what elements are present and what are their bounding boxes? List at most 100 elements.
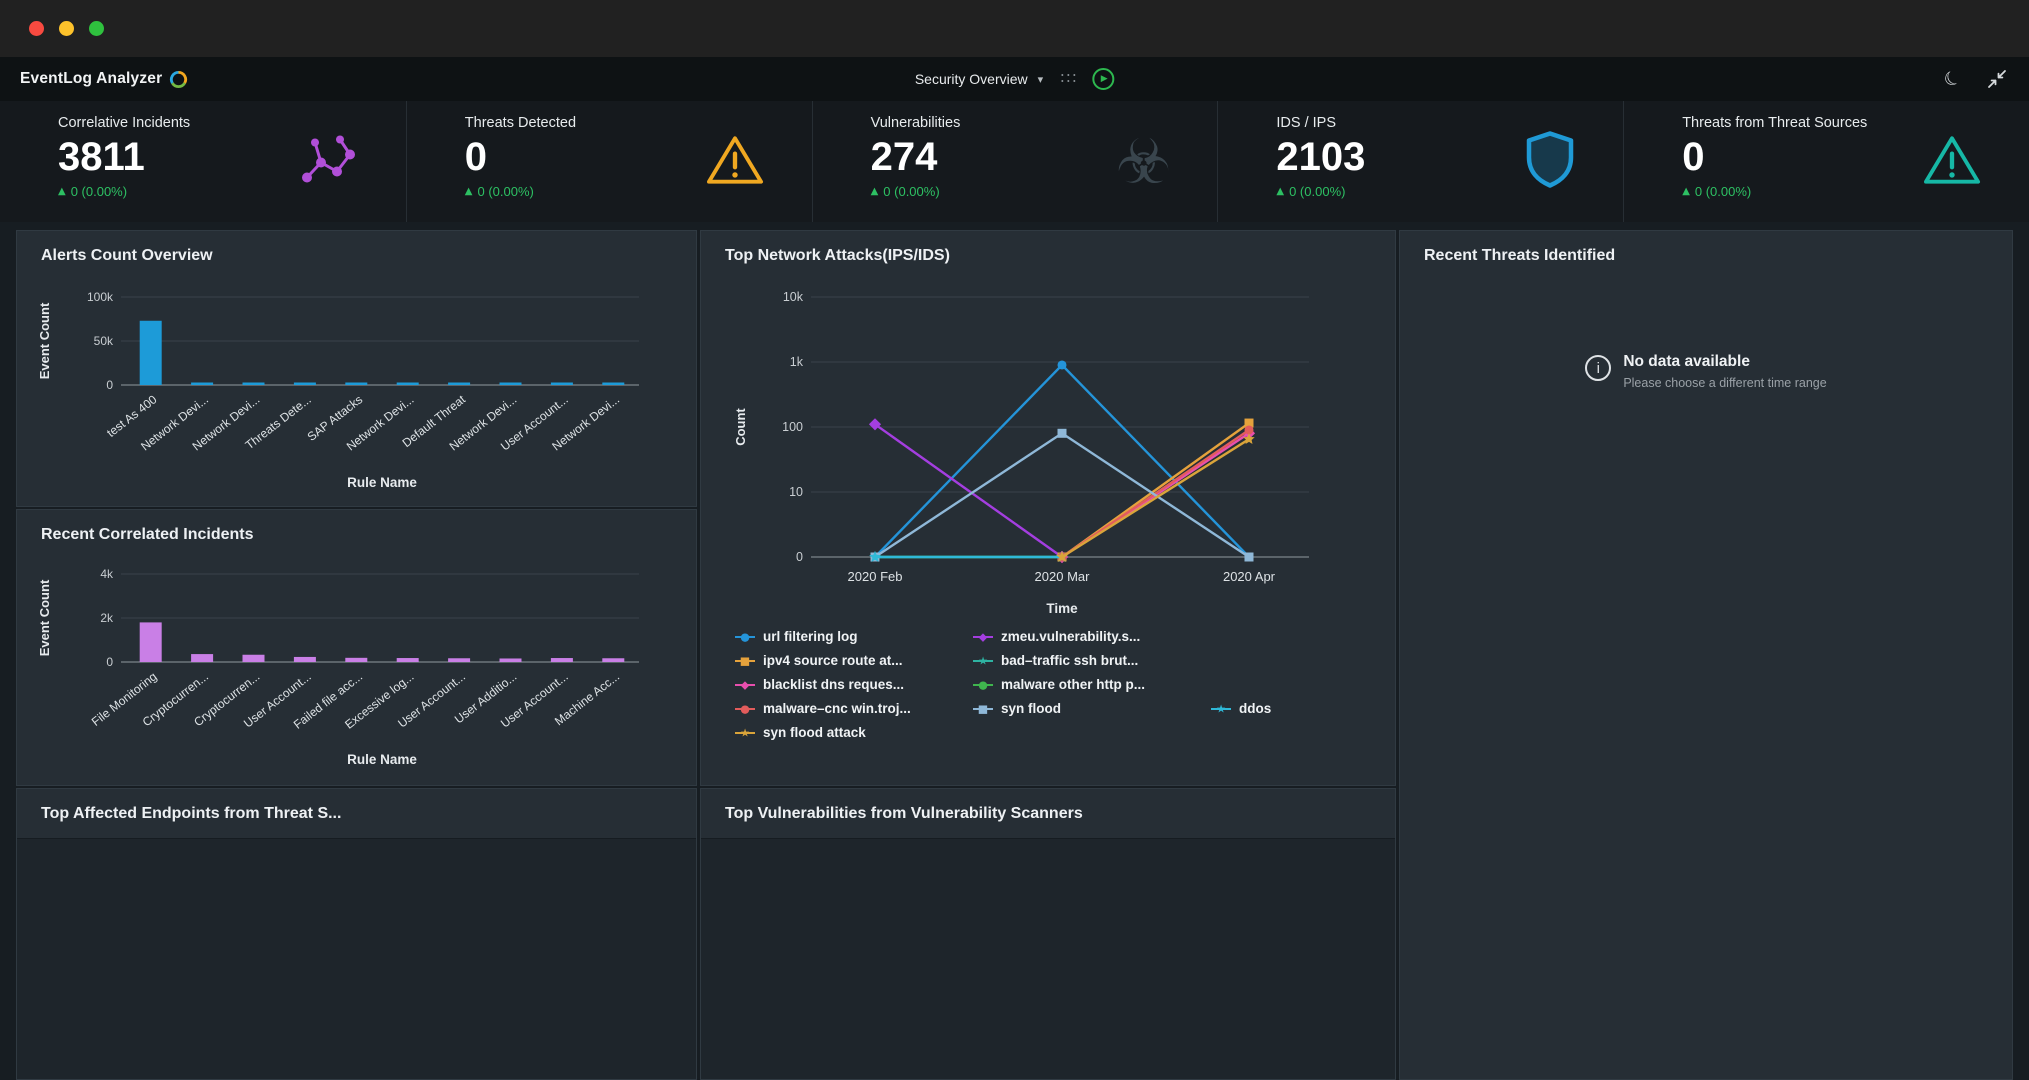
drag-dots-icon[interactable] bbox=[1061, 73, 1078, 85]
correlation-icon bbox=[298, 130, 360, 193]
kpi-threat-sources[interactable]: Threats from Threat Sources 0 ▲ 0 (0.00%) bbox=[1623, 101, 2029, 222]
series-line-9[interactable] bbox=[1061, 438, 1250, 559]
legend-item[interactable]: ★ bad–traffic ssh brut... bbox=[973, 653, 1138, 668]
y-tick-label: 0 bbox=[796, 550, 803, 564]
bar-0[interactable] bbox=[139, 320, 162, 385]
warning-triangle-icon bbox=[1921, 131, 1983, 192]
panel-body bbox=[17, 838, 696, 1079]
bar-9[interactable] bbox=[602, 658, 625, 662]
legend-item[interactable]: ■ ipv4 source route at... bbox=[735, 653, 973, 668]
series-marker[interactable] bbox=[1244, 425, 1254, 435]
bar-4[interactable] bbox=[345, 657, 368, 662]
trend-up-icon: ▲ bbox=[1682, 186, 1690, 197]
series-marker[interactable] bbox=[1244, 418, 1254, 428]
series-marker[interactable] bbox=[1057, 360, 1067, 370]
legend-item[interactable]: ◆ zmeu.vulnerability.s... bbox=[973, 629, 1140, 644]
bar-7[interactable] bbox=[499, 382, 522, 386]
legend-item[interactable]: ◆ blacklist dns reques... bbox=[735, 677, 973, 692]
header-actions: ☾ bbox=[1940, 57, 2007, 101]
minimize-button[interactable] bbox=[59, 21, 74, 36]
kpi-delta: ▲ 0 (0.00%) bbox=[870, 184, 940, 199]
legend-item[interactable]: ● malware–cnc win.troj... bbox=[735, 701, 973, 716]
kpi-delta: ▲ 0 (0.00%) bbox=[1682, 184, 1752, 199]
panel-alerts-count-overview: Alerts Count Overview 0 50k 100k test As 40… bbox=[16, 230, 697, 507]
x-axis-title: Time bbox=[1046, 601, 1078, 616]
bar-2[interactable] bbox=[242, 654, 265, 662]
legend-item[interactable]: ● url filtering log bbox=[735, 629, 973, 644]
series-line-0[interactable] bbox=[874, 363, 1250, 558]
legend-marker-icon: ★ bbox=[973, 654, 993, 668]
bar-2[interactable] bbox=[242, 382, 265, 386]
panel-top-vulnerabilities: Top Vulnerabilities from Vulnerability S… bbox=[700, 788, 1396, 1080]
bar-0[interactable] bbox=[139, 622, 162, 662]
bar-6[interactable] bbox=[448, 382, 471, 386]
legend-item[interactable]: ★ syn flood attack bbox=[735, 725, 866, 740]
x-tick-label: 2020 Apr bbox=[1223, 569, 1276, 584]
empty-state-title: No data available bbox=[1623, 353, 1750, 370]
attacks-legend: ● url filtering log ◆ zmeu.vulnerability.s.… bbox=[735, 629, 1381, 749]
legend-item[interactable]: ★ ddos bbox=[1211, 701, 1271, 716]
bar-5[interactable] bbox=[396, 382, 419, 386]
kpi-delta: ▲ 0 (0.00%) bbox=[464, 184, 534, 199]
legend-row: ★ syn flood attack bbox=[735, 725, 1381, 740]
kpi-ids-ips[interactable]: IDS / IPS 2103 ▲ 0 (0.00%) bbox=[1217, 101, 1623, 222]
bar-9[interactable] bbox=[602, 382, 625, 386]
legend-label: url filtering log bbox=[763, 629, 858, 644]
kpi-threats-detected[interactable]: Threats Detected 0 ▲ 0 (0.00%) bbox=[405, 101, 812, 222]
series-marker[interactable] bbox=[1244, 552, 1254, 562]
legend-marker-icon: ◆ bbox=[973, 630, 993, 644]
dark-mode-icon[interactable]: ☾ bbox=[1939, 65, 1966, 93]
bar-8[interactable] bbox=[550, 658, 573, 662]
y-tick-label: 4k bbox=[100, 567, 114, 581]
kpi-strip: Correlative Incidents 3811 ▲ 0 (0.00%) Th… bbox=[0, 101, 2029, 222]
legend-marker-icon: ● bbox=[735, 702, 755, 716]
play-icon: ▶ bbox=[1100, 74, 1108, 84]
series-marker[interactable] bbox=[1056, 551, 1068, 562]
bar-3[interactable] bbox=[293, 656, 316, 662]
panel-title: Top Vulnerabilities from Vulnerability S… bbox=[725, 805, 1083, 822]
panel-title: Recent Correlated Incidents bbox=[41, 526, 254, 543]
series-marker[interactable] bbox=[869, 551, 881, 562]
kpi-value: 274 bbox=[870, 135, 938, 179]
kpi-correlative-incidents[interactable]: Correlative Incidents 3811 ▲ 0 (0.00%) bbox=[0, 101, 406, 222]
legend-row: ■ ipv4 source route at... ★ bad–traffic ssh… bbox=[735, 653, 1381, 668]
app-logo: EventLog Analyzer bbox=[20, 57, 188, 101]
legend-marker-icon: ■ bbox=[735, 654, 755, 668]
y-tick-label: 0 bbox=[106, 378, 113, 392]
view-selector-label[interactable]: Security Overview bbox=[914, 71, 1028, 87]
legend-marker-icon: ● bbox=[973, 678, 993, 692]
y-tick-label: 100k bbox=[87, 290, 114, 304]
zoom-button[interactable] bbox=[89, 21, 104, 36]
legend-marker-icon: ● bbox=[735, 630, 755, 644]
kpi-label: Correlative Incidents bbox=[58, 115, 191, 131]
series-marker[interactable] bbox=[1057, 428, 1067, 438]
bar-1[interactable] bbox=[191, 382, 214, 386]
trend-up-icon: ▲ bbox=[58, 186, 66, 197]
bar-6[interactable] bbox=[448, 658, 471, 662]
kpi-vulnerabilities[interactable]: Vulnerabilities 274 ▲ 0 (0.00%) ☣ bbox=[811, 101, 1218, 222]
legend-item[interactable]: ● malware other http p... bbox=[973, 677, 1145, 692]
legend-item[interactable]: ■ syn flood bbox=[973, 701, 1211, 716]
bar-7[interactable] bbox=[499, 658, 522, 662]
bar-8[interactable] bbox=[550, 382, 573, 386]
close-button[interactable] bbox=[29, 21, 44, 36]
y-tick-label: 2k bbox=[100, 611, 114, 625]
legend-label: malware other http p... bbox=[1001, 677, 1146, 692]
series-marker[interactable] bbox=[1243, 433, 1255, 444]
collapse-icon[interactable] bbox=[1987, 69, 2007, 89]
caret-down-icon[interactable]: ▾ bbox=[1037, 72, 1044, 86]
legend-label: blacklist dns reques... bbox=[763, 677, 905, 692]
bar-3[interactable] bbox=[293, 382, 316, 386]
series-line-1[interactable] bbox=[874, 423, 1063, 558]
panel-top-network-attacks: Top Network Attacks(IPS/IDS) 0 10 100 1k 10k… bbox=[700, 230, 1396, 786]
bar-5[interactable] bbox=[396, 658, 419, 662]
series-line-6[interactable] bbox=[1061, 429, 1250, 558]
play-button[interactable]: ▶ bbox=[1092, 68, 1115, 90]
bar-1[interactable] bbox=[191, 654, 214, 662]
biohazard-icon: ☣ bbox=[1115, 124, 1172, 198]
network-attacks-chart[interactable]: 0 10 100 1k 10k 2020 Feb 2020 Mar 2020 Apr Time C… bbox=[711, 277, 1371, 621]
bar-4[interactable] bbox=[345, 382, 368, 386]
series-line-7[interactable] bbox=[874, 431, 1250, 559]
